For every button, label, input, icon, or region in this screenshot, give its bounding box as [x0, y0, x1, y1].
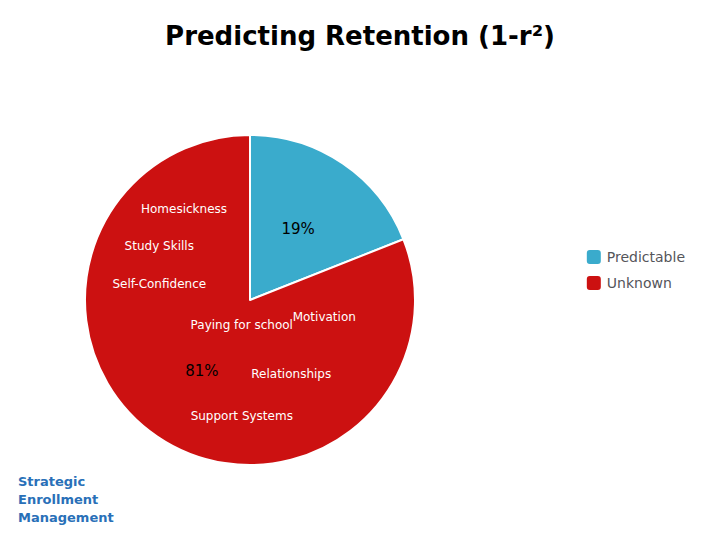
- svg-text:Predictable: Predictable: [607, 249, 685, 265]
- svg-text:Predicting Retention (1-r²): Predicting Retention (1-r²): [165, 21, 555, 51]
- svg-text:Relationships: Relationships: [251, 367, 331, 381]
- svg-text:Unknown: Unknown: [607, 275, 672, 291]
- svg-text:Strategic: Strategic: [18, 474, 85, 489]
- svg-text:Management: Management: [18, 510, 114, 525]
- svg-text:19%: 19%: [281, 220, 314, 238]
- svg-text:Paying for school: Paying for school: [191, 318, 293, 332]
- svg-text:Motivation: Motivation: [293, 310, 356, 324]
- svg-text:Support Systems: Support Systems: [191, 409, 293, 423]
- svg-text:Enrollment: Enrollment: [18, 492, 98, 507]
- svg-text:81%: 81%: [185, 362, 218, 380]
- svg-text:Study Skills: Study Skills: [125, 239, 194, 253]
- svg-text:Self-Confidence: Self-Confidence: [112, 277, 206, 291]
- svg-text:Homesickness: Homesickness: [141, 202, 227, 216]
